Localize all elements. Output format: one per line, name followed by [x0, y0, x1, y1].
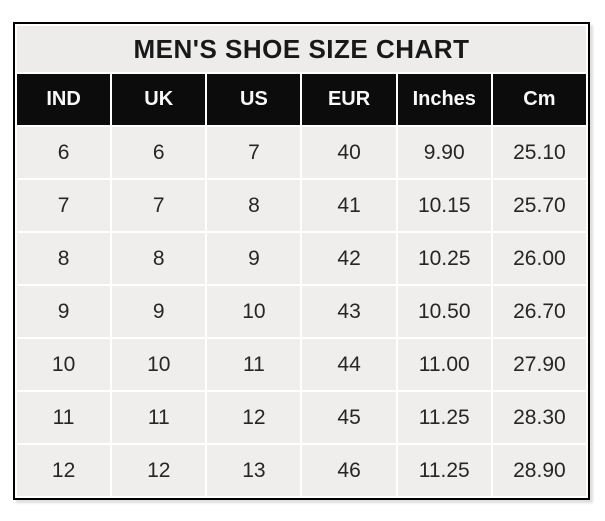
table-cell: 45 — [302, 392, 396, 443]
table-cell: 26.70 — [492, 286, 586, 337]
column-header-ind: IND — [17, 74, 111, 125]
column-header-us: US — [207, 74, 301, 125]
table-cell: 11 — [112, 392, 206, 443]
table-cell: 25.10 — [492, 127, 586, 178]
size-table: MEN'S SHOE SIZE CHART IND UK US EUR Inch… — [15, 24, 588, 498]
table-cell: 12 — [207, 392, 301, 443]
table-cell: 8 — [112, 233, 206, 284]
table-cell: 10.50 — [397, 286, 491, 337]
table-cell: 10 — [207, 286, 301, 337]
table-cell: 9 — [112, 286, 206, 337]
column-header-cm: Cm — [492, 74, 586, 125]
table-cell: 7 — [207, 127, 301, 178]
table-cell: 41 — [302, 180, 396, 231]
table-cell: 8 — [17, 233, 111, 284]
table-cell: 12 — [112, 445, 206, 496]
table-cell: 8 — [207, 180, 301, 231]
table-cell: 28.30 — [492, 392, 586, 443]
table-cell: 27.90 — [492, 339, 586, 390]
table-cell: 11 — [207, 339, 301, 390]
table-cell: 6 — [17, 127, 111, 178]
table-cell: 11.00 — [397, 339, 491, 390]
table-cell: 10.25 — [397, 233, 491, 284]
column-header-eur: EUR — [302, 74, 396, 125]
table-cell: 26.00 — [492, 233, 586, 284]
table-cell: 9.90 — [397, 127, 491, 178]
table-cell: 25.70 — [492, 180, 586, 231]
table-cell: 40 — [302, 127, 396, 178]
chart-title: MEN'S SHOE SIZE CHART — [17, 26, 586, 72]
table-cell: 10.15 — [397, 180, 491, 231]
table-cell: 13 — [207, 445, 301, 496]
table-cell: 44 — [302, 339, 396, 390]
shoe-size-chart: MEN'S SHOE SIZE CHART IND UK US EUR Inch… — [13, 22, 590, 500]
table-cell: 9 — [207, 233, 301, 284]
table-cell: 9 — [17, 286, 111, 337]
table-cell: 10 — [17, 339, 111, 390]
column-header-uk: UK — [112, 74, 206, 125]
table-cell: 11.25 — [397, 445, 491, 496]
table-cell: 28.90 — [492, 445, 586, 496]
table-cell: 7 — [112, 180, 206, 231]
table-cell: 46 — [302, 445, 396, 496]
column-header-inches: Inches — [397, 74, 491, 125]
table-cell: 10 — [112, 339, 206, 390]
table-cell: 11 — [17, 392, 111, 443]
table-cell: 12 — [17, 445, 111, 496]
table-cell: 11.25 — [397, 392, 491, 443]
table-cell: 6 — [112, 127, 206, 178]
table-cell: 42 — [302, 233, 396, 284]
table-cell: 43 — [302, 286, 396, 337]
table-cell: 7 — [17, 180, 111, 231]
